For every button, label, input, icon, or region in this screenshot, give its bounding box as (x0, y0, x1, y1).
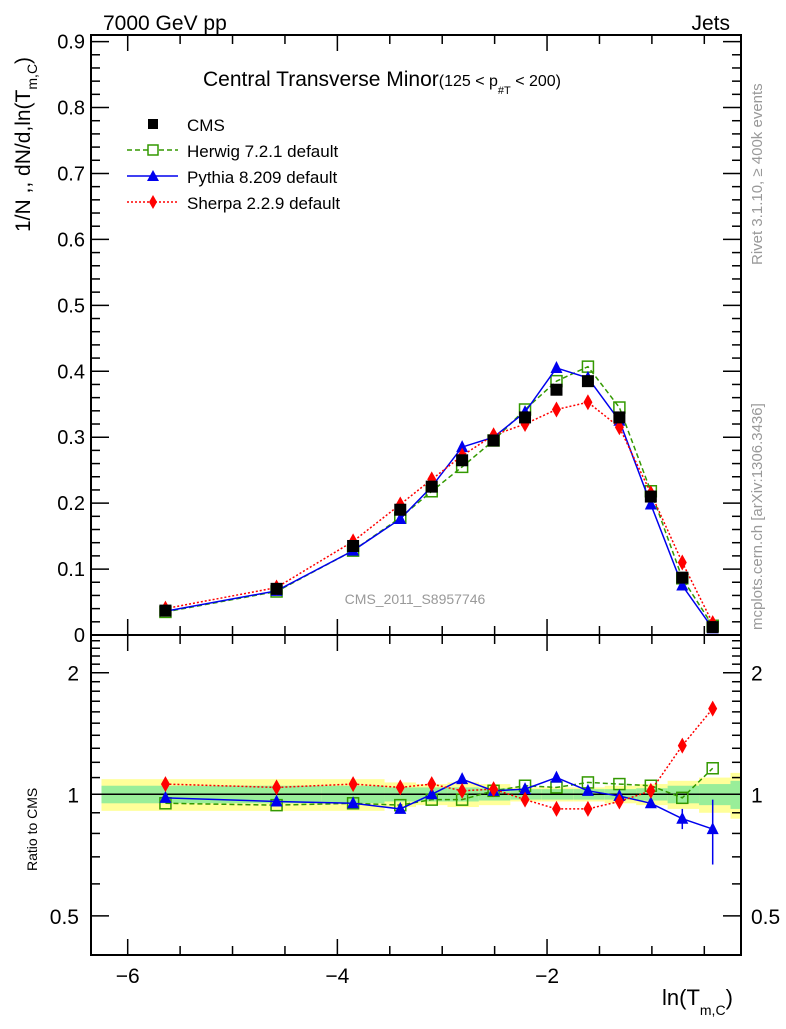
header-right: Jets (691, 12, 730, 35)
header-left: 7000 GeV pp (103, 12, 227, 35)
legend: CMS Herwig 7.2.1 default Pythia 8.209 de… (127, 116, 340, 213)
ratio-point-sherpa (583, 800, 593, 817)
main-line-sherpa (165, 401, 714, 624)
data-point-pythia (456, 440, 469, 453)
series-layer (159, 360, 719, 865)
main-line-pythia (165, 367, 714, 629)
ratio-point-sherpa (348, 776, 358, 793)
data-point-sherpa (677, 554, 687, 571)
y-tick-label-ratio-right: 2 (751, 663, 763, 686)
series-herwig (159, 360, 719, 812)
data-point-pythia (394, 511, 407, 524)
data-point-cms (347, 539, 360, 552)
ratio-point-pythia (644, 796, 657, 809)
legend-label-sherpa: Sherpa 2.2.9 default (187, 194, 340, 213)
y-tick-label-main: 0.5 (57, 295, 85, 317)
ratio-line-pythia (165, 776, 713, 830)
y-tick-label-main: 0.3 (57, 427, 85, 449)
ratio-point-pythia (706, 822, 719, 835)
x-tick-label: −6 (116, 965, 140, 988)
y-tick-label-ratio-left: 0.5 (50, 906, 79, 929)
legend-label-pythia: Pythia 8.209 default (187, 168, 338, 187)
ratio-point-pythia (676, 811, 689, 824)
legend-marker-herwig (147, 144, 159, 156)
ratio-point-pythia (159, 790, 172, 803)
y-tick-label-main: 0 (74, 625, 85, 647)
x-tick-label: −2 (535, 965, 559, 988)
y-tick-label-ratio-left: 2 (67, 663, 79, 686)
y-tick-label-ratio-right: 1 (751, 784, 763, 807)
data-point-cms (519, 411, 532, 424)
y-tick-label-main: 0.8 (57, 98, 85, 120)
ratio-point-pythia (270, 794, 283, 807)
legend-marker-sherpa (149, 195, 157, 209)
data-point-cms (487, 434, 500, 447)
ratio-point-pythia (425, 787, 438, 800)
data-point-pythia (676, 578, 689, 591)
x-tick-label: −4 (325, 965, 349, 988)
y-tick-label-main: 0.9 (57, 32, 85, 54)
legend-label-herwig: Herwig 7.2.1 default (187, 142, 338, 161)
ratio-uncertainty-bands (91, 772, 741, 819)
data-point-cms (270, 582, 283, 595)
ratio-point-sherpa (646, 782, 656, 799)
data-point-cms (644, 490, 657, 503)
ratio-point-sherpa (677, 737, 687, 754)
data-point-cms (425, 480, 438, 493)
ratio-point-sherpa (160, 776, 170, 793)
ratio-point-sherpa (551, 800, 561, 817)
chart-title: Central Transverse Minor(125 < p#T < 200… (203, 68, 561, 97)
ratio-point-pythia (581, 783, 594, 796)
data-point-sherpa (583, 394, 593, 411)
data-point-cms (581, 375, 594, 388)
ratio-line-sherpa (165, 708, 714, 810)
data-point-cms (676, 571, 689, 584)
side-text-rivet: Rivet 3.1.10, ≥ 400k events (749, 83, 766, 265)
data-point-cms (613, 411, 626, 424)
data-point-cms (394, 503, 407, 516)
y-tick-label-main: 0.7 (57, 163, 85, 185)
ratio-point-pythia (456, 772, 469, 785)
y-tick-label-main: 0.2 (57, 493, 85, 515)
ratio-point-sherpa (708, 700, 718, 717)
y-tick-label-ratio-right: 0.5 (751, 906, 780, 929)
data-point-pythia (550, 360, 563, 373)
series-cms (159, 375, 719, 634)
y-tick-label-ratio-left: 1 (67, 784, 79, 807)
ratio-point-pythia (347, 796, 360, 809)
legend-marker-pythia (147, 170, 159, 181)
data-point-cms (159, 604, 172, 617)
y-tick-label-main: 0.1 (57, 559, 85, 581)
data-point-sherpa (551, 401, 561, 418)
ratio-point-pythia (519, 782, 532, 795)
legend-marker-cms (148, 119, 158, 129)
side-text-mcplots: mcplots.cern.ch [arXiv:1306.3436] (749, 403, 766, 630)
ratio-point-herwig (706, 762, 719, 775)
ratio-point-sherpa (489, 781, 499, 798)
axes: −6 −4 −2 0 0.1 0.2 0.3 0.4 0.5 0.6 0.7 0.8 0.9 0.5 0.5… (50, 32, 780, 988)
ratio-point-pythia (550, 770, 563, 783)
y-tick-label-main: 0.6 (57, 229, 85, 251)
x-axis-label: ln(Tm,C) (662, 985, 733, 1018)
ratio-point-sherpa (457, 782, 467, 799)
ratio-point-sherpa (520, 791, 530, 808)
data-point-pythia (644, 497, 657, 510)
ratio-point-sherpa (614, 793, 624, 810)
ratio-point-sherpa (395, 779, 405, 796)
watermark: CMS_2011_S8957746 (345, 591, 486, 607)
data-point-cms (706, 621, 719, 634)
ratio-point-herwig (676, 791, 689, 805)
main-line-herwig (165, 365, 714, 627)
legend-label-cms: CMS (187, 116, 225, 135)
data-point-cms (456, 454, 469, 467)
y-axis-label-ratio: Ratio to CMS (24, 788, 40, 871)
ratio-point-pythia (394, 801, 407, 814)
ratio-point-sherpa (272, 779, 282, 796)
ratio-point-sherpa (427, 776, 437, 793)
y-tick-label-main: 0.4 (57, 361, 85, 383)
y-axis-label-main: 1/N ,, dN/d,ln(Tm,C) (12, 57, 40, 232)
data-point-cms (550, 383, 563, 396)
